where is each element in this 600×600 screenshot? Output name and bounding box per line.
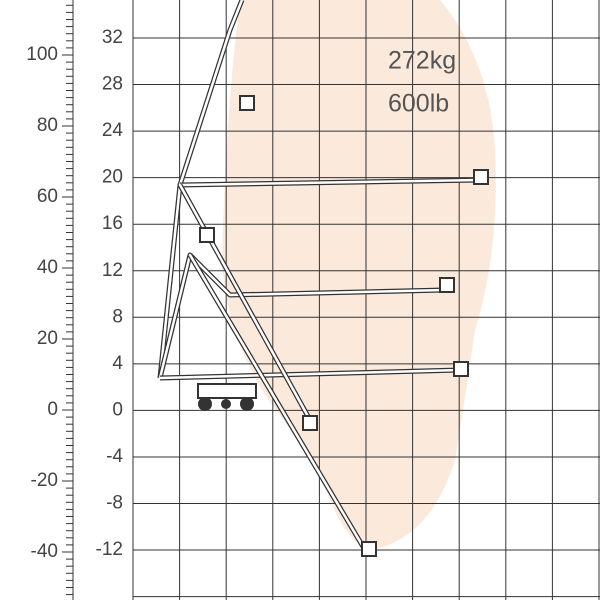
feet-label: 40 [37, 257, 58, 278]
boom [158, 253, 446, 379]
working-envelope [222, 0, 496, 550]
meter-label: 28 [102, 74, 123, 95]
meter-label: 4 [112, 353, 123, 374]
feet-label: 20 [37, 328, 58, 349]
meter-label: 16 [102, 213, 123, 234]
feet-label: 80 [37, 115, 58, 136]
capacity-lb: 600lb [388, 90, 449, 118]
grid [62, 0, 600, 600]
meter-label: 0 [112, 399, 123, 420]
boom-positions [157, 0, 489, 557]
capacity-kg: 272kg [388, 47, 456, 75]
feet-label: -20 [31, 470, 58, 491]
boom [188, 254, 367, 551]
meter-label: 24 [102, 120, 124, 141]
platforms [199, 95, 489, 557]
meter-label: 32 [102, 27, 123, 48]
machine-base [197, 383, 257, 411]
boom [178, 184, 312, 421]
meter-label: 8 [112, 306, 123, 327]
boom [179, 178, 481, 187]
feet-label: 100 [26, 44, 58, 65]
feet-label: 0 [47, 399, 58, 420]
boom [159, 368, 461, 380]
boom [158, 0, 244, 379]
meter-label: 20 [102, 167, 123, 188]
meter-label: -4 [106, 446, 123, 467]
meter-label: 12 [102, 260, 123, 281]
meter-label: -12 [96, 539, 123, 560]
feet-label: -40 [31, 541, 58, 562]
meter-label: -8 [106, 493, 123, 514]
feet-label: 60 [37, 186, 58, 207]
